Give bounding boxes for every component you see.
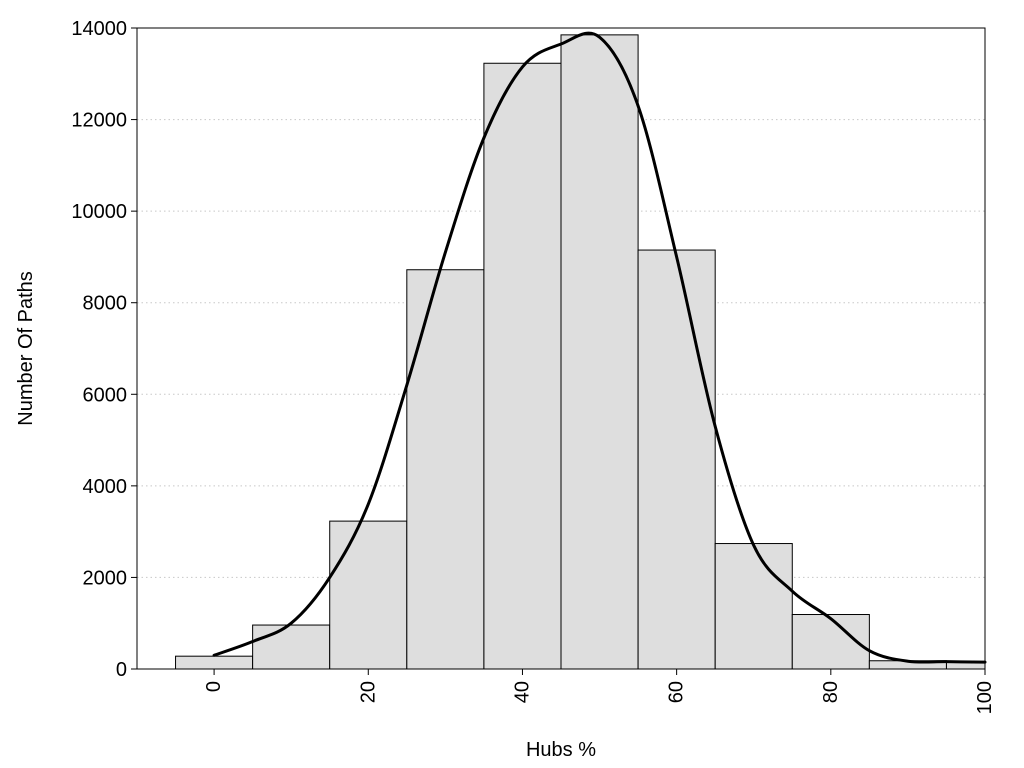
y-tick-label: 4000 bbox=[83, 476, 128, 498]
histogram-bar bbox=[406, 269, 485, 670]
histogram-bar bbox=[175, 655, 254, 670]
x-tick-label: 40 bbox=[511, 681, 533, 703]
histogram-bar bbox=[483, 62, 562, 670]
y-tick-label: 10000 bbox=[71, 201, 127, 223]
histogram-bar bbox=[560, 34, 639, 670]
x-tick-label: 100 bbox=[974, 681, 996, 714]
density-curve bbox=[212, 31, 987, 664]
plot-area-frame bbox=[136, 27, 986, 670]
histogram-bar bbox=[637, 249, 716, 670]
x-tick-label: 0 bbox=[203, 681, 225, 692]
y-tick-label: 2000 bbox=[83, 567, 128, 589]
histogram-bar bbox=[714, 543, 793, 670]
y-axis-ticks: 0 2000 4000 6000 8000 10000 12000 14000 bbox=[71, 18, 137, 681]
curve-layer bbox=[212, 31, 987, 664]
y-tick-label: 8000 bbox=[83, 293, 128, 315]
y-tick-label: 0 bbox=[116, 659, 127, 681]
y-tick-label: 6000 bbox=[83, 384, 128, 406]
x-tick-label: 20 bbox=[357, 681, 379, 703]
y-axis-title: Number Of Paths bbox=[15, 271, 37, 426]
histogram-bar bbox=[252, 624, 331, 670]
x-axis-title: Hubs % bbox=[526, 739, 596, 761]
bars-layer bbox=[175, 34, 986, 670]
histogram-bar bbox=[329, 520, 408, 670]
x-tick-label: 80 bbox=[820, 681, 842, 703]
x-tick-label: 60 bbox=[666, 681, 688, 703]
x-axis-ticks: 0 20 40 60 80 100 bbox=[203, 669, 996, 714]
y-tick-label: 14000 bbox=[71, 18, 127, 40]
y-tick-label: 12000 bbox=[71, 110, 127, 132]
